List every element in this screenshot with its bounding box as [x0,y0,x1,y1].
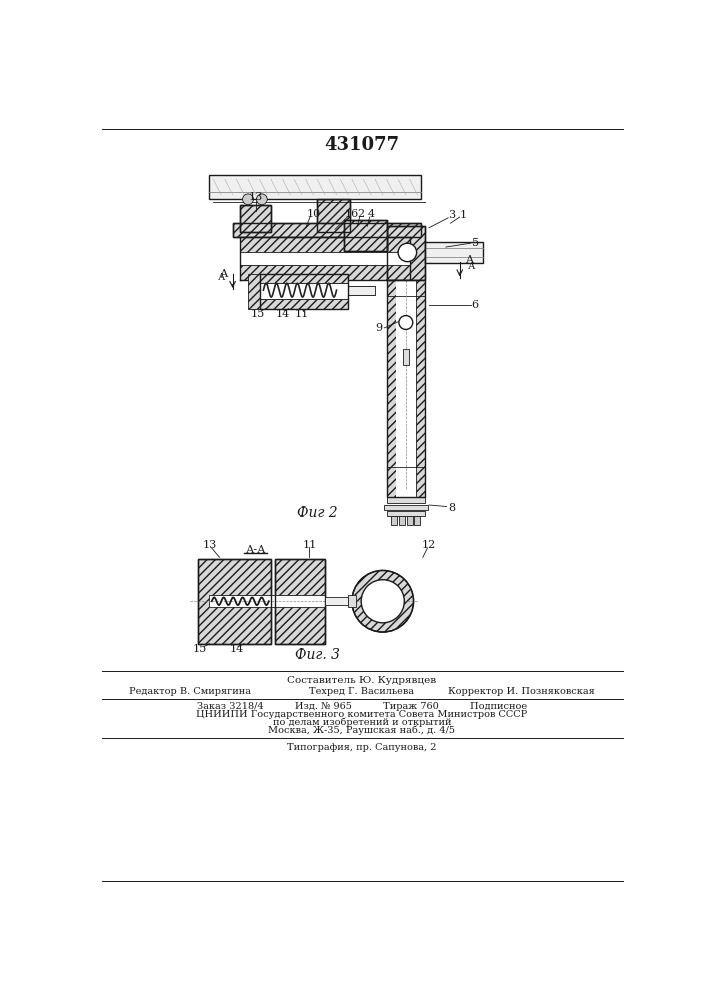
Bar [387,226,425,280]
Circle shape [243,194,253,205]
Bar [240,237,409,256]
Bar [387,511,425,516]
Text: Типография, пр. Сапунова, 2: Типография, пр. Сапунова, 2 [287,743,437,752]
Circle shape [398,243,416,262]
Bar [414,516,421,525]
Text: 5: 5 [472,238,479,248]
Bar [275,559,325,644]
Bar [387,280,396,497]
Bar [383,505,428,510]
Bar [403,349,409,365]
Text: Редактор В. Смирягина: Редактор В. Смирягина [129,687,251,696]
Bar [259,299,348,309]
Bar [259,283,348,299]
Text: А-А: А-А [245,545,266,555]
Bar [240,252,409,265]
Text: Корректор И. Позняковская: Корректор И. Позняковская [448,687,595,696]
Bar [240,205,271,232]
Text: 13: 13 [202,540,216,550]
Bar [391,516,397,525]
Text: 3: 3 [448,210,455,220]
Bar [387,280,425,497]
Bar [240,265,409,280]
Bar [317,199,350,232]
Text: 14: 14 [229,644,244,654]
Bar [416,280,425,497]
Text: Москва, Ж-35, Раушская наб., д. 4/5: Москва, Ж-35, Раушская наб., д. 4/5 [269,725,455,735]
Bar [233,223,421,237]
Bar [233,223,421,237]
Bar [396,280,416,497]
Text: 15: 15 [193,644,207,654]
Text: Фиг. 3: Фиг. 3 [295,648,340,662]
Bar [348,595,356,607]
Bar [240,205,271,232]
Bar [275,559,325,644]
Bar [209,595,325,607]
Circle shape [257,194,267,205]
Text: 4: 4 [368,209,375,219]
Text: 6: 6 [472,300,479,310]
Text: 12: 12 [422,540,436,550]
Bar [259,274,348,309]
Circle shape [361,580,404,623]
Bar [198,559,271,644]
Text: Составитель Ю. Кудрявцев: Составитель Ю. Кудрявцев [287,676,436,685]
Text: 15: 15 [251,309,265,319]
Text: 9: 9 [375,323,382,333]
Text: по делам изобретений и открытий: по делам изобретений и открытий [273,717,451,727]
Bar [344,220,387,251]
Text: 11: 11 [303,540,317,550]
Bar [387,497,425,503]
Bar [198,559,271,644]
Text: 8: 8 [448,503,455,513]
Text: 431077: 431077 [325,136,399,154]
Text: Фиг 2: Фиг 2 [297,506,338,520]
Bar [407,516,413,525]
Text: 16: 16 [345,209,359,219]
Bar [348,286,375,295]
Text: 2: 2 [358,209,365,219]
Text: 11: 11 [295,309,309,319]
Text: 10: 10 [306,209,320,219]
Bar [387,226,425,280]
Circle shape [352,570,414,632]
Bar [344,220,387,251]
Bar [425,242,483,263]
Bar [325,597,348,605]
Text: А: А [220,269,228,279]
Bar [259,274,348,283]
Text: А: А [467,262,475,271]
Bar [248,274,259,309]
Text: ЦНИИПИ Государственного комитета Совета Министров СССР: ЦНИИПИ Государственного комитета Совета … [197,710,527,719]
Text: 13: 13 [249,192,263,202]
Text: 14: 14 [276,309,290,319]
Circle shape [399,316,413,329]
Bar [399,516,405,525]
Bar [317,199,350,232]
Text: Техред Г. Васильева: Техред Г. Васильева [310,687,414,696]
Text: 1: 1 [460,210,467,220]
Text: A: A [465,255,473,265]
Text: Заказ 3218/4          Изд. № 965          Тираж 760          Подписное: Заказ 3218/4 Изд. № 965 Тираж 760 Подпис… [197,702,527,711]
Bar [209,175,421,199]
Text: А: А [218,273,225,282]
